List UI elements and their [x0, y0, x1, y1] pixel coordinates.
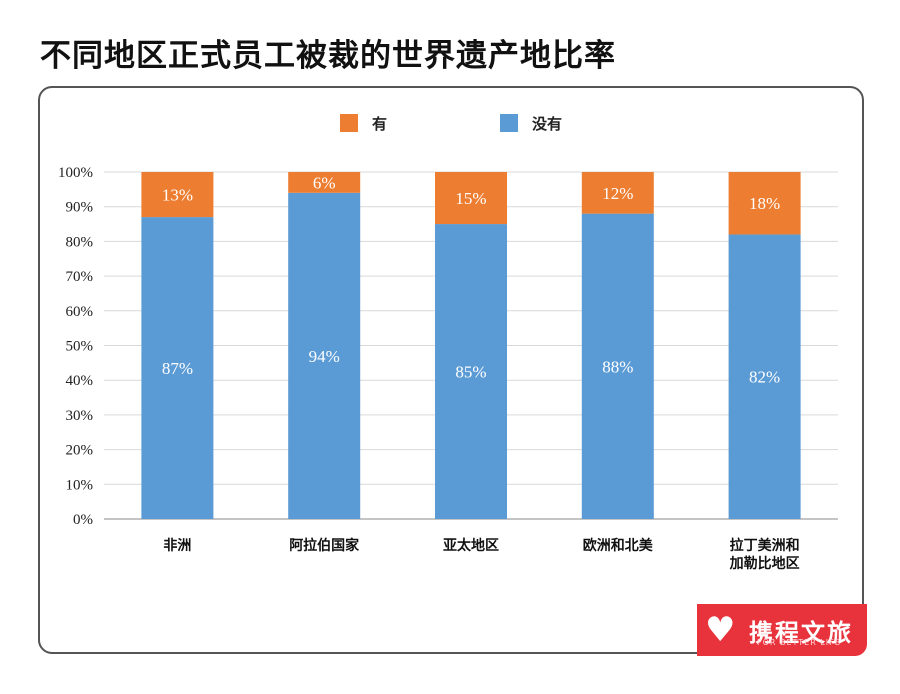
logo-text: 携程文旅 [749, 618, 853, 647]
y-tick-label: 100% [58, 165, 93, 181]
category-label: 亚太地区 [443, 537, 499, 554]
data-label: 82% [749, 368, 780, 387]
data-label: 85% [455, 363, 486, 382]
legend-label: 有 [372, 115, 387, 133]
y-tick-label: 60% [66, 304, 94, 320]
y-tick-label: 70% [66, 269, 94, 285]
bars [141, 172, 801, 520]
bar-segment [728, 172, 801, 235]
y-tick-label: 30% [66, 408, 94, 424]
data-label: 12% [602, 184, 633, 203]
bar-segment [581, 172, 654, 214]
y-tick-label: 0% [73, 512, 93, 528]
y-tick-label: 90% [66, 200, 94, 216]
bar-segment [435, 172, 507, 225]
y-axis-ticks: 0% 10% 20% 30% 40% 50% 60% 70% 80% 90% 100% [58, 165, 93, 528]
data-label: 94% [309, 347, 340, 366]
category-label: 拉丁美洲和 [730, 537, 800, 554]
logo-subtext: FOR BETTER LIFE [757, 638, 841, 647]
category-label: 阿拉伯国家 [289, 537, 360, 554]
y-tick-label: 40% [66, 373, 94, 389]
legend-swatch [340, 114, 358, 132]
category-label: 加勒比地区 [729, 555, 800, 572]
data-label: 15% [455, 189, 486, 208]
data-label: 13% [162, 186, 193, 205]
legend-swatch [500, 114, 518, 132]
data-labels: 87% 13% 94% 6% 85% 15% 88% 12% 82% 18% [162, 173, 780, 386]
y-tick-label: 50% [66, 339, 94, 355]
data-label: 87% [162, 359, 193, 378]
y-tick-label: 80% [66, 234, 94, 250]
bar-segment [728, 234, 801, 519]
y-tick-label: 10% [66, 477, 94, 493]
data-label: 6% [313, 173, 336, 192]
category-label: 非洲 [163, 537, 191, 554]
page-title: 不同地区正式员工被裁的世界遗产地比率 [40, 38, 616, 74]
legend: 有 没有 [340, 114, 562, 133]
bar-segment [288, 192, 361, 519]
data-label: 88% [602, 357, 633, 376]
heart-icon: ♥ [705, 610, 736, 650]
y-tick-label: 20% [66, 443, 94, 459]
bar-segment [141, 172, 214, 218]
data-label: 18% [749, 194, 780, 213]
legend-label: 没有 [532, 115, 562, 133]
bar-segment [141, 217, 214, 520]
category-label: 欧洲和北美 [583, 537, 654, 554]
bar-segment [288, 172, 361, 193]
bar-segment [581, 213, 654, 519]
brand-logo: ♥ 携程文旅 FOR BETTER LIFE [697, 604, 867, 656]
bar-segment [435, 224, 507, 520]
